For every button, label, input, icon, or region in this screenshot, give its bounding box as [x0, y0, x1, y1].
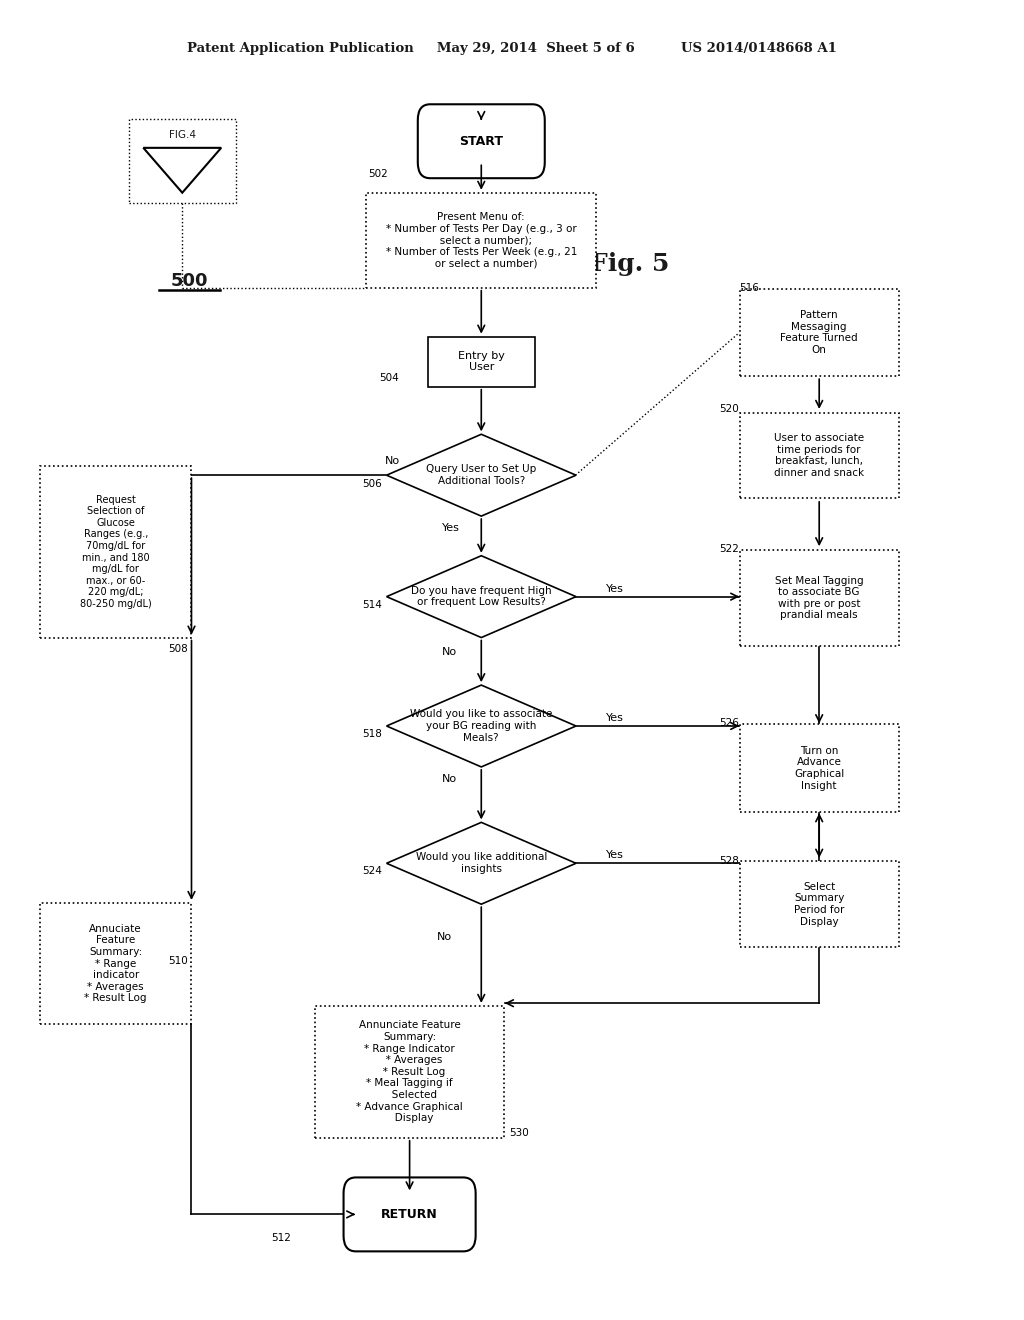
Text: Do you have frequent High
or frequent Low Results?: Do you have frequent High or frequent Lo…: [411, 586, 552, 607]
Text: 520: 520: [720, 404, 739, 414]
FancyBboxPatch shape: [739, 549, 899, 645]
Text: 514: 514: [362, 599, 382, 610]
Text: User to associate
time periods for
breakfast, lunch,
dinner and snack: User to associate time periods for break…: [774, 433, 864, 478]
Text: Yes: Yes: [606, 583, 624, 594]
Text: No: No: [442, 774, 458, 784]
FancyBboxPatch shape: [367, 193, 596, 288]
Polygon shape: [386, 434, 575, 516]
Text: 528: 528: [720, 855, 739, 866]
Text: Would you like to associate
your BG reading with
Meals?: Would you like to associate your BG read…: [410, 709, 553, 743]
Text: RETURN: RETURN: [381, 1208, 438, 1221]
FancyBboxPatch shape: [40, 903, 191, 1024]
Text: Turn on
Advance
Graphical
Insight: Turn on Advance Graphical Insight: [794, 746, 845, 791]
Text: Query User to Set Up
Additional Tools?: Query User to Set Up Additional Tools?: [426, 465, 537, 486]
Polygon shape: [386, 556, 575, 638]
Text: Yes: Yes: [442, 523, 460, 533]
FancyBboxPatch shape: [418, 104, 545, 178]
FancyBboxPatch shape: [344, 1177, 475, 1251]
Text: Pattern
Messaging
Feature Turned
On: Pattern Messaging Feature Turned On: [780, 310, 858, 355]
Text: Entry by
User: Entry by User: [458, 351, 505, 372]
FancyBboxPatch shape: [40, 466, 191, 638]
Text: 530: 530: [509, 1127, 528, 1138]
Text: Patent Application Publication     May 29, 2014  Sheet 5 of 6          US 2014/0: Patent Application Publication May 29, 2…: [187, 42, 837, 55]
Text: 510: 510: [169, 956, 188, 966]
Text: No: No: [385, 455, 400, 466]
FancyBboxPatch shape: [739, 725, 899, 813]
Text: FIG.4: FIG.4: [169, 129, 196, 140]
Text: 506: 506: [362, 479, 382, 490]
Text: 518: 518: [362, 729, 382, 739]
Text: 500: 500: [171, 272, 208, 290]
Text: Would you like additional
insights: Would you like additional insights: [416, 853, 547, 874]
FancyBboxPatch shape: [428, 337, 535, 387]
Text: START: START: [460, 135, 503, 148]
Text: 502: 502: [369, 169, 388, 180]
Text: 516: 516: [739, 282, 759, 293]
Text: Annunciate Feature
Summary:
* Range Indicator
   * Averages
   * Result Log
* Me: Annunciate Feature Summary: * Range Indi…: [356, 1020, 463, 1123]
Text: Present Menu of:
* Number of Tests Per Day (e.g., 3 or
   select a number);
* Nu: Present Menu of: * Number of Tests Per D…: [386, 213, 577, 268]
Text: Yes: Yes: [606, 850, 624, 861]
Text: Set Meal Tagging
to associate BG
with pre or post
prandial meals: Set Meal Tagging to associate BG with pr…: [775, 576, 863, 620]
Text: Fig. 5: Fig. 5: [590, 252, 670, 276]
Text: Yes: Yes: [606, 713, 624, 723]
FancyBboxPatch shape: [739, 289, 899, 376]
Text: 526: 526: [720, 718, 739, 729]
Polygon shape: [386, 685, 575, 767]
FancyBboxPatch shape: [315, 1006, 504, 1138]
Polygon shape: [386, 822, 575, 904]
Text: 524: 524: [362, 866, 382, 876]
FancyBboxPatch shape: [739, 862, 899, 948]
Text: Request
Selection of
Glucose
Ranges (e.g.,
70mg/dL for
min., and 180
mg/dL for
m: Request Selection of Glucose Ranges (e.g…: [80, 495, 152, 609]
Text: 512: 512: [271, 1233, 291, 1243]
FancyBboxPatch shape: [739, 412, 899, 498]
Text: 522: 522: [720, 544, 739, 554]
Text: 504: 504: [380, 372, 399, 383]
Text: Annuciate
Feature
Summary:
* Range
indicator
* Averages
* Result Log: Annuciate Feature Summary: * Range indic…: [84, 924, 147, 1003]
Text: No: No: [442, 647, 458, 657]
Text: 508: 508: [169, 644, 188, 655]
Text: Select
Summary
Period for
Display: Select Summary Period for Display: [794, 882, 845, 927]
Text: No: No: [437, 932, 453, 942]
